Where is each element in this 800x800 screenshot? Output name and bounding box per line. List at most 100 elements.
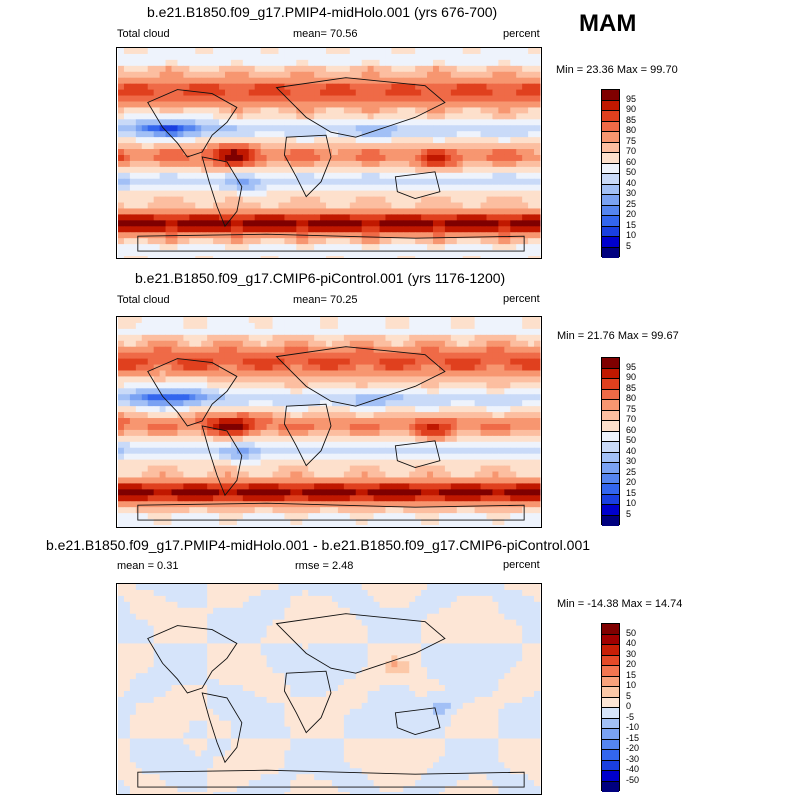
map-cell <box>349 423 357 431</box>
map-cell <box>248 435 256 443</box>
map-cell <box>260 465 268 473</box>
map-cell <box>195 412 202 419</box>
map-cell <box>278 250 285 257</box>
map-cell <box>266 232 274 239</box>
map-cell <box>421 89 428 97</box>
map-cell <box>534 184 541 192</box>
map-cell <box>379 465 386 473</box>
map-cell <box>314 489 321 496</box>
map-cell <box>201 322 208 330</box>
map-cell <box>308 376 315 383</box>
map-cell <box>504 101 511 108</box>
map-cell <box>326 423 333 431</box>
map-cell <box>189 119 196 126</box>
map-cell <box>480 53 487 61</box>
map-cell <box>504 334 511 342</box>
map-cell <box>183 447 190 455</box>
map-cell <box>492 238 499 245</box>
map-cell <box>528 107 535 114</box>
map-cell <box>326 172 333 180</box>
map-cell <box>272 83 279 91</box>
map-cell <box>219 459 226 467</box>
map-cell <box>159 178 167 186</box>
map-cell <box>415 453 422 461</box>
map-cell <box>266 77 274 85</box>
map-cell <box>236 125 244 132</box>
map-cell <box>444 334 452 342</box>
map-cell <box>248 394 256 401</box>
map-cell <box>278 53 285 61</box>
map-cell <box>468 190 476 198</box>
map-cell <box>516 471 523 478</box>
map-cell <box>224 101 232 108</box>
map-cell <box>403 453 410 461</box>
map-cell <box>361 364 369 371</box>
map-cell <box>195 400 202 407</box>
map-cell <box>224 65 232 73</box>
map-cell <box>165 119 172 126</box>
map-cell <box>177 447 184 455</box>
map-cell <box>415 471 422 478</box>
map-cell <box>171 388 178 395</box>
map-cell <box>403 507 410 514</box>
map-cell <box>302 447 309 455</box>
map-cell <box>444 190 452 198</box>
map-cell <box>331 441 339 449</box>
map-cell <box>201 214 208 221</box>
map-cell <box>409 429 416 437</box>
map-cell <box>421 95 428 102</box>
map-cell <box>421 113 428 120</box>
map-cell <box>135 190 143 198</box>
map-cell <box>135 465 143 473</box>
map-cell <box>474 65 482 73</box>
map-cell <box>153 232 161 239</box>
map-cell <box>118 256 125 258</box>
map-cell <box>118 214 125 221</box>
map-cell <box>385 358 392 366</box>
map-cell <box>219 513 226 520</box>
map-cell <box>159 160 167 168</box>
map-cell <box>171 65 178 73</box>
map-cell <box>129 483 137 490</box>
map-cell <box>433 400 440 407</box>
map-cell <box>409 178 416 186</box>
map-cell <box>230 465 238 473</box>
map-cell <box>207 483 214 490</box>
map-cell <box>195 77 202 85</box>
map-cell <box>534 471 541 478</box>
map-cell <box>171 453 178 461</box>
map-cell <box>254 352 262 360</box>
map-cell <box>349 328 357 336</box>
map-cell <box>260 113 268 120</box>
map-cell <box>248 388 256 395</box>
map-cell <box>450 113 458 120</box>
map-cell <box>522 95 529 102</box>
map-cell <box>361 143 369 150</box>
map-cell <box>224 214 232 221</box>
map-cell <box>266 447 274 455</box>
map-cell <box>219 53 226 61</box>
map-cell <box>337 394 345 401</box>
map-cell <box>343 143 351 150</box>
map-cell <box>183 125 190 132</box>
map-cell <box>195 154 202 162</box>
map-cell <box>427 507 434 514</box>
map-cell <box>266 83 274 91</box>
map-cell <box>248 107 256 114</box>
map-cell <box>367 65 375 73</box>
map-cell <box>147 89 155 97</box>
map-cell <box>492 400 499 407</box>
map-cell <box>230 435 238 443</box>
map-cell <box>504 423 511 431</box>
map-cell <box>308 190 315 198</box>
map-cell <box>462 459 470 467</box>
map-cell <box>522 53 529 61</box>
map-cell <box>534 412 541 419</box>
map-cell <box>409 256 416 258</box>
map-cell <box>391 101 398 108</box>
map-cell <box>522 322 529 330</box>
map-cell <box>438 226 446 233</box>
map-cell <box>355 238 363 245</box>
map-cell <box>177 59 184 67</box>
map-cell <box>248 489 256 496</box>
